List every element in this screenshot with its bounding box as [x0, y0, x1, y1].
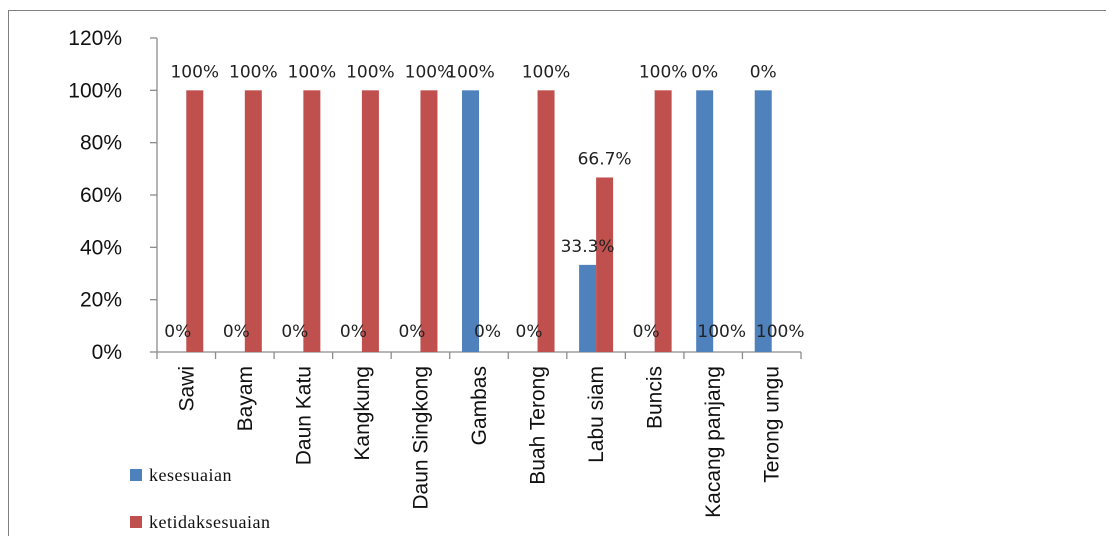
legend-label-kesesuaian: kesesuaian: [149, 465, 232, 485]
legend: kesesuaian ketidaksesuaian: [130, 465, 270, 532]
data-labels: 0% 0% 0% 0% 0%100%0%33.3%0%0% 0%100% 100% 100% 1…: [164, 62, 804, 342]
x-tick-label: Kacang panjang: [702, 366, 725, 518]
chart-frame: [8, 10, 1106, 536]
data-label-ketidaksesuaian: 100%: [170, 62, 219, 82]
bar-ketidaksesuaian-kangkung: [361, 90, 379, 352]
bar-ketidaksesuaian-buah-terong: [537, 90, 555, 352]
data-label-ketidaksesuaian: 100%: [522, 62, 571, 82]
x-axis-labels: Sawi Bayam Daun Katu Kangkung Daun Singkong G…: [175, 366, 783, 518]
data-label-kesesuaian: 0%: [633, 322, 660, 342]
x-tick-label: Gambas: [468, 366, 491, 445]
bar-kesesuaian-gambas: [462, 90, 479, 352]
x-tick-label: Buah Terong: [527, 366, 550, 485]
x-tick-label: Daun Singkong: [409, 366, 432, 510]
bar-ketidaksesuaian-labu-siam: [596, 177, 614, 352]
x-tick-label: Bayam: [234, 366, 257, 431]
data-label-kesesuaian: 0%: [281, 322, 308, 342]
x-tick-label: Sawi: [175, 366, 198, 412]
data-label-ketidaksesuaian: 100%: [229, 62, 278, 82]
bar-kesesuaian-terong-ungu: [754, 90, 772, 352]
data-label-kesesuaian: 0%: [750, 62, 777, 82]
data-label-kesesuaian: 33.3%: [561, 237, 615, 257]
y-tick-label: 40%: [80, 236, 122, 259]
data-label-kesesuaian: 100%: [446, 62, 495, 82]
y-tick-label: 60%: [80, 184, 122, 207]
axes: 0% 20% 40% 60% 80% 100% 120%: [68, 27, 802, 364]
bar-ketidaksesuaian-buncis: [654, 90, 672, 352]
bar-kesesuaian-kacang-panjang: [696, 90, 714, 352]
y-tick-label: 80%: [80, 132, 122, 155]
x-tick-label: Labu siam: [585, 366, 608, 463]
x-tick-label: Terong ungu: [761, 366, 784, 483]
data-label-ketidaksesuaian: 100%: [405, 62, 454, 82]
data-label-kesesuaian: 0%: [398, 322, 425, 342]
bar-ketidaksesuaian-daun-katu: [303, 90, 321, 352]
x-tick-label: Buncis: [644, 366, 667, 429]
data-label-kesesuaian: 0%: [516, 322, 543, 342]
y-tick-label: 20%: [80, 289, 122, 312]
y-tick-label: 120%: [68, 27, 122, 50]
bar-kesesuaian-labu-siam: [579, 264, 597, 352]
x-tick-label: Daun Katu: [292, 366, 315, 465]
data-label-kesesuaian: 0%: [691, 62, 718, 82]
data-label-kesesuaian: 0%: [223, 322, 250, 342]
bar-ketidaksesuaian-daun-singkong: [420, 90, 438, 352]
legend-label-ketidaksesuaian: ketidaksesuaian: [149, 512, 270, 532]
data-label-ketidaksesuaian: 0%: [474, 322, 501, 342]
bars: [186, 90, 772, 352]
data-label-ketidaksesuaian: 66.7%: [578, 149, 632, 169]
data-label-ketidaksesuaian: 100%: [639, 62, 688, 82]
data-label-kesesuaian: 0%: [340, 322, 367, 342]
data-label-ketidaksesuaian: 100%: [697, 322, 746, 342]
data-label-ketidaksesuaian: 100%: [288, 62, 337, 82]
bar-ketidaksesuaian-bayam: [244, 90, 262, 352]
data-label-kesesuaian: 0%: [164, 322, 191, 342]
data-label-ketidaksesuaian: 100%: [346, 62, 395, 82]
bar-ketidaksesuaian-sawi: [186, 90, 204, 352]
legend-swatch-kesesuaian: [130, 469, 142, 481]
legend-swatch-ketidaksesuaian: [130, 516, 142, 528]
y-tick-label: 0%: [92, 341, 122, 364]
x-tick-label: Kangkung: [351, 366, 374, 461]
y-tick-label: 100%: [68, 79, 122, 102]
data-label-ketidaksesuaian: 100%: [756, 322, 805, 342]
